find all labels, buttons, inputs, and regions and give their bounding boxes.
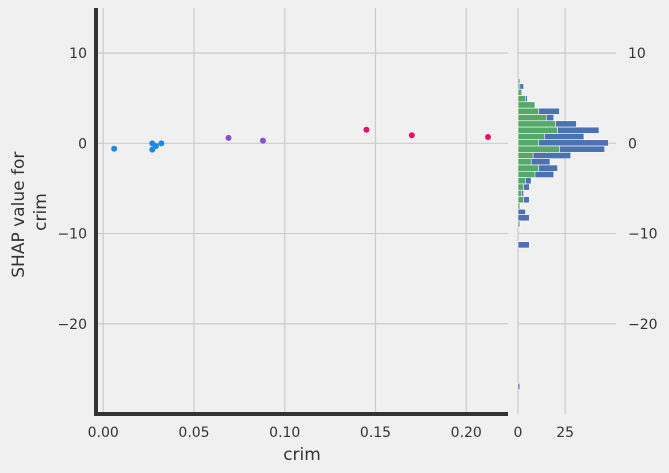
hist-bar-blue-23 (517, 241, 530, 249)
hist-bar-green-7 (517, 120, 556, 128)
scatter-point-8 (408, 132, 415, 139)
scatter-point-0 (111, 145, 118, 152)
scatter-point-5 (225, 134, 232, 141)
hist-bar-green-16 (517, 177, 526, 185)
hist-bar-green-21 (517, 220, 521, 228)
marginal-histogram-panel: 0 25 10 0 −10 −20 (514, 8, 658, 441)
histogram-green-series (517, 78, 560, 228)
hist-bar-green-19 (517, 196, 524, 204)
x-tick-label-1: 0.05 (178, 425, 209, 441)
y-axis-title-line-2: crim (31, 193, 51, 231)
hist-bar-green-4 (517, 101, 536, 109)
scatter-point-7 (363, 126, 370, 133)
hist-bar-blue-24 (517, 383, 521, 390)
x-tick-label-0: 0.00 (88, 425, 119, 441)
hist-bar-green-13 (517, 158, 532, 166)
hist-y-tick-label-1: 0 (628, 136, 637, 152)
scatter-point-4 (158, 140, 165, 147)
hist-bar-green-1 (517, 83, 521, 90)
hist-bar-blue-21 (517, 214, 530, 222)
histogram-x-tick-labels: 0 25 (514, 425, 574, 441)
hist-y-tick-label-2: −10 (628, 227, 658, 243)
hist-bar-green-8 (517, 126, 558, 134)
scatter-y-tick-labels: 10 0 −10 −20 (57, 46, 87, 333)
hist-x-tick-label-0: 0 (514, 425, 523, 441)
x-axis-title: crim (283, 445, 321, 465)
hist-bar-green-3 (517, 95, 526, 103)
scatter-panel: 0.00 0.05 0.10 0.15 0.20 10 0 −10 −20 crim SHAP… (9, 8, 508, 465)
scatter-gridlines (96, 8, 508, 414)
hist-bar-green-5 (517, 107, 540, 115)
hist-bar-green-0 (517, 78, 521, 85)
hist-bar-green-6 (517, 114, 547, 122)
hist-bar-green-12 (517, 152, 534, 159)
hist-x-tick-label-1: 25 (556, 425, 574, 441)
scatter-points (111, 126, 492, 153)
hist-bar-green-20 (517, 202, 521, 210)
y-tick-label-0: 10 (69, 46, 87, 62)
x-tick-label-4: 0.20 (451, 425, 482, 441)
y-tick-label-3: −20 (57, 317, 87, 333)
y-tick-label-2: −10 (57, 227, 87, 243)
y-tick-label-1: 0 (78, 136, 87, 152)
histogram-y-tick-labels: 10 0 −10 −20 (628, 46, 658, 333)
hist-bar-green-2 (517, 88, 523, 96)
hist-bar-blue-20 (517, 208, 526, 215)
hist-bar-green-18 (517, 189, 523, 197)
scatter-point-6 (259, 137, 266, 144)
hist-y-tick-label-0: 10 (628, 46, 646, 62)
hist-bar-green-17 (517, 183, 524, 191)
scatter-x-tick-labels: 0.00 0.05 0.10 0.15 0.20 (88, 425, 482, 441)
hist-bar-green-15 (517, 171, 536, 178)
scatter-spines (94, 8, 508, 416)
hist-y-tick-label-3: −20 (628, 317, 658, 333)
scatter-point-3 (152, 143, 159, 150)
hist-bar-green-14 (517, 164, 540, 172)
x-tick-label-2: 0.10 (269, 425, 300, 441)
hist-bar-green-9 (517, 133, 545, 141)
scatter-point-9 (485, 134, 492, 141)
hist-bar-green-11 (517, 145, 560, 153)
y-axis-title-line-1: SHAP value for (9, 152, 29, 278)
y-axis-title: SHAP value for crim (9, 146, 51, 277)
hist-bar-green-10 (517, 139, 540, 147)
x-tick-label-3: 0.15 (360, 425, 391, 441)
